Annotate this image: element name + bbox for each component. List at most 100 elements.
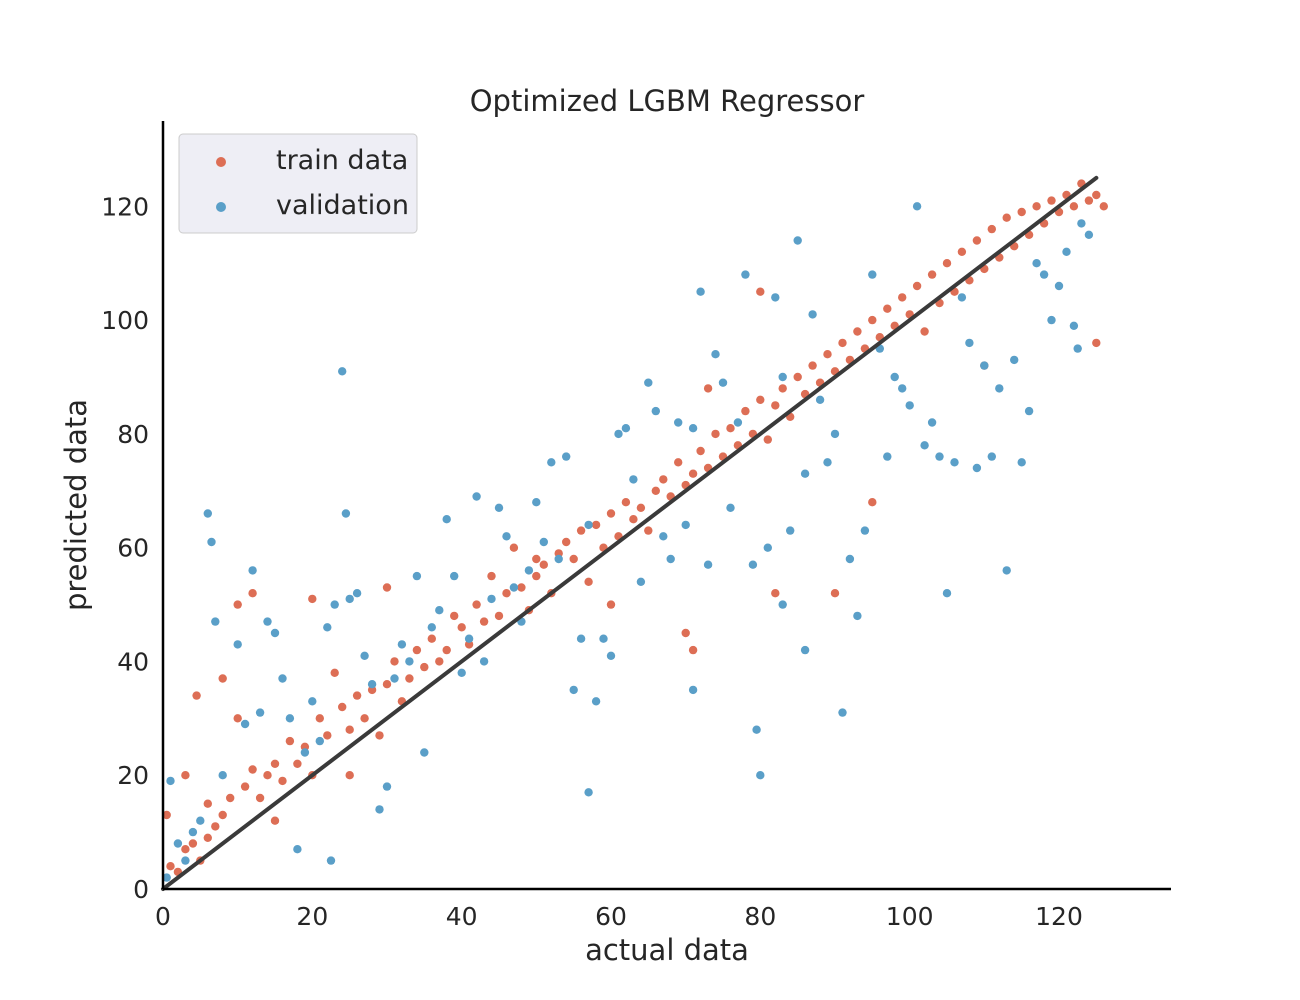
tick-labels: 0 20 40 60 80 100 120 0 20 40 60 80 100 120 bbox=[101, 192, 1083, 931]
validation-point bbox=[450, 571, 459, 581]
validation-point bbox=[375, 805, 384, 814]
validation-point bbox=[733, 418, 743, 427]
train-data-point bbox=[606, 600, 616, 609]
validation-point bbox=[718, 378, 728, 387]
train-data-point bbox=[360, 714, 369, 723]
validation-point bbox=[584, 788, 593, 797]
validation-point bbox=[345, 594, 354, 604]
validation-point bbox=[352, 589, 362, 598]
validation-point bbox=[830, 429, 840, 439]
train-data-point bbox=[1069, 202, 1079, 211]
validation-point bbox=[995, 384, 1004, 393]
legend-marker-train-data bbox=[216, 157, 226, 167]
train-data-point bbox=[218, 810, 227, 820]
validation-point bbox=[1032, 259, 1041, 268]
train-data-point bbox=[644, 526, 653, 535]
validation-point bbox=[576, 634, 586, 643]
train-data-point bbox=[472, 600, 481, 609]
train-data-point bbox=[450, 611, 459, 621]
validation-point bbox=[412, 571, 422, 581]
validation-point bbox=[606, 651, 616, 660]
validation-point bbox=[1069, 321, 1079, 330]
y-tick-label: 60 bbox=[117, 534, 149, 563]
validation-point bbox=[300, 748, 310, 757]
validation-point bbox=[278, 674, 287, 683]
train-data-point bbox=[479, 617, 489, 626]
train-data-point bbox=[927, 270, 937, 279]
y-tick-label: 120 bbox=[101, 192, 149, 221]
train-data-point bbox=[323, 731, 332, 740]
validation-point bbox=[524, 566, 534, 575]
validation-point bbox=[1073, 344, 1082, 353]
legend: train data validation bbox=[178, 133, 418, 234]
train-data-point bbox=[494, 611, 504, 621]
train-data-point bbox=[778, 384, 787, 393]
validation-point bbox=[741, 270, 750, 279]
validation-point bbox=[1054, 281, 1064, 291]
validation-point bbox=[823, 458, 832, 467]
train-data-point bbox=[420, 662, 429, 672]
validation-point bbox=[472, 492, 481, 501]
validation-point bbox=[248, 566, 257, 575]
validation-point bbox=[980, 361, 989, 370]
train-data-point bbox=[233, 600, 242, 609]
train-data-point bbox=[659, 475, 668, 484]
train-data-point bbox=[240, 782, 250, 791]
validation-point bbox=[494, 503, 504, 512]
train-data-point bbox=[390, 657, 399, 666]
validation-point bbox=[270, 628, 280, 638]
validation-point bbox=[457, 668, 466, 677]
train-data-point bbox=[539, 560, 548, 569]
validation-point bbox=[651, 406, 660, 416]
train-data-point bbox=[703, 384, 713, 393]
validation-point bbox=[479, 657, 489, 666]
train-data-point bbox=[771, 401, 780, 410]
train-data-point bbox=[382, 583, 392, 592]
train-data-point bbox=[270, 816, 280, 825]
train-data-point bbox=[345, 725, 354, 734]
train-data-point bbox=[629, 515, 638, 524]
train-data-point bbox=[412, 645, 422, 655]
validation-point bbox=[793, 236, 802, 245]
train-data-point bbox=[771, 589, 780, 598]
validation-point bbox=[315, 736, 324, 746]
train-data-point bbox=[591, 520, 601, 530]
validation-point bbox=[868, 270, 877, 279]
train-data-point bbox=[509, 543, 519, 552]
validation-point bbox=[696, 287, 705, 296]
validation-point bbox=[636, 577, 646, 586]
validation-point bbox=[711, 350, 720, 359]
train-data-point bbox=[382, 680, 392, 689]
train-data-point bbox=[793, 372, 802, 382]
validation-point bbox=[360, 651, 369, 660]
train-data-point bbox=[203, 799, 212, 808]
train-data-point bbox=[226, 793, 235, 803]
validation-point bbox=[173, 839, 183, 848]
validation-point bbox=[547, 458, 556, 467]
reference-line bbox=[161, 175, 1099, 891]
train-data-point bbox=[1017, 207, 1026, 217]
train-data-point bbox=[688, 645, 698, 655]
train-data-point bbox=[987, 224, 996, 234]
train-data-point bbox=[435, 657, 444, 666]
train-data-point bbox=[674, 458, 683, 467]
train-data-point bbox=[487, 571, 496, 581]
validation-point bbox=[853, 611, 862, 621]
train-data-point bbox=[263, 771, 272, 780]
train-data-point bbox=[278, 776, 287, 786]
validation-point bbox=[778, 372, 787, 382]
validation-point bbox=[778, 600, 787, 609]
train-data-point bbox=[1002, 213, 1011, 222]
train-data-point bbox=[584, 577, 593, 586]
train-data-point bbox=[285, 736, 295, 746]
validation-point bbox=[211, 617, 220, 626]
validation-point bbox=[390, 674, 399, 683]
train-data-point bbox=[912, 281, 922, 291]
validation-point bbox=[890, 372, 899, 382]
validation-point bbox=[659, 532, 668, 541]
validation-point bbox=[207, 537, 216, 547]
validation-point bbox=[203, 509, 212, 518]
validation-point bbox=[786, 526, 795, 535]
y-tick-label: 40 bbox=[117, 647, 149, 676]
train-data-point bbox=[352, 691, 362, 700]
